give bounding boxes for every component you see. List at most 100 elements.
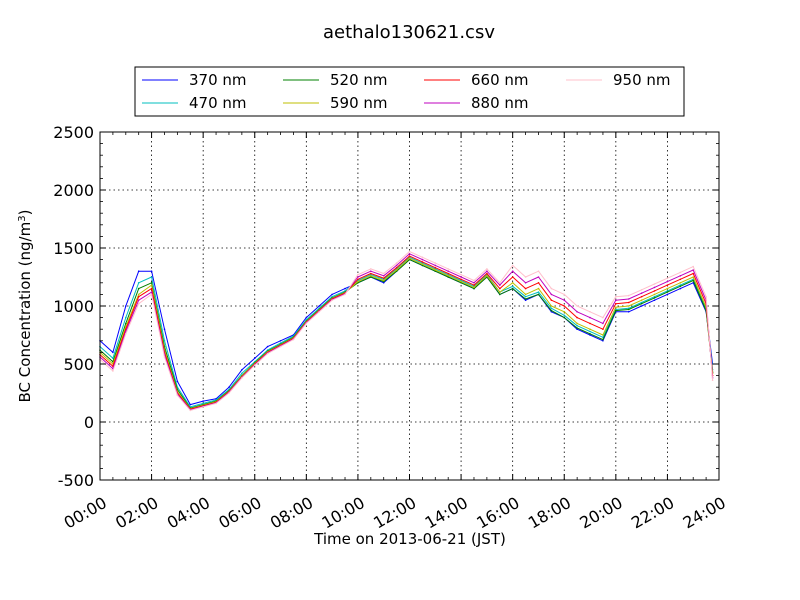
series-point (627, 311, 630, 313)
series-point (150, 287, 153, 290)
legend-label: 470 nm (189, 94, 247, 112)
series-point (615, 295, 617, 298)
y-axis-label-end: ) (16, 210, 34, 216)
series-point (576, 324, 578, 327)
series-point (589, 330, 591, 333)
series-point (473, 284, 475, 286)
series-point (679, 271, 682, 274)
series-point (331, 299, 333, 302)
series-point (189, 403, 192, 406)
series-point (550, 299, 553, 302)
series-point (370, 272, 372, 275)
series-point (408, 253, 411, 255)
series-point (382, 282, 385, 284)
series-point (602, 334, 604, 336)
series-point (344, 293, 346, 296)
series-point (524, 282, 527, 284)
series-point (460, 280, 462, 283)
series-point (254, 357, 256, 360)
legend-label: 880 nm (471, 94, 529, 112)
series-point (524, 293, 527, 296)
series-point (279, 342, 282, 344)
series-point (653, 290, 656, 292)
series-point (511, 285, 514, 288)
series-point (679, 278, 682, 281)
series-point (241, 369, 243, 371)
series-point (421, 261, 424, 263)
series-point (395, 264, 398, 267)
series-point (125, 305, 127, 307)
series-point (537, 287, 540, 290)
series-point (550, 307, 553, 310)
series-point (137, 302, 140, 305)
series-point (499, 291, 501, 293)
series-point (653, 293, 656, 296)
legend-label: 660 nm (471, 71, 529, 89)
series-point (511, 270, 514, 273)
series-point (602, 340, 604, 342)
legend: 370 nm 470 nm 520 nm 590 nm 660 nm 880 nm 950 … (134, 66, 685, 117)
series-point (370, 275, 372, 277)
series-point (576, 316, 578, 319)
y-tick-label: -500 (58, 471, 94, 490)
series-point (499, 287, 501, 290)
series-point (692, 276, 694, 278)
series-point (305, 316, 308, 319)
series-point (150, 293, 153, 296)
series-point (395, 269, 398, 271)
series-point (640, 305, 643, 307)
series-point (666, 291, 669, 293)
series-point (666, 280, 669, 283)
legend-label: 950 nm (613, 71, 671, 89)
series-point (563, 316, 566, 319)
series-point (679, 284, 682, 286)
series-point (150, 284, 153, 286)
series-point (331, 295, 333, 298)
series-point (292, 338, 295, 341)
series-point (382, 279, 385, 282)
series-point (382, 275, 385, 277)
series-point (640, 299, 643, 302)
series-point (241, 377, 243, 379)
series-point (589, 334, 591, 336)
series-point (653, 299, 656, 302)
series-point (563, 299, 566, 302)
series-point (357, 276, 359, 278)
series-point (112, 370, 114, 372)
series-point (550, 305, 553, 307)
series-point (434, 269, 437, 271)
series-point (627, 308, 630, 311)
series-point (382, 272, 385, 275)
series-point (653, 297, 656, 299)
y-axis-label-sup: 3 (17, 215, 28, 221)
y-tick-label: 500 (63, 355, 94, 374)
series-point (615, 306, 617, 309)
series-point (563, 311, 566, 313)
series-point (589, 333, 591, 335)
series-point (421, 258, 424, 261)
series-point (524, 299, 527, 302)
series-point (421, 264, 424, 267)
series-point (537, 276, 540, 278)
series-point (653, 286, 656, 289)
series-point (150, 276, 153, 278)
series-point (666, 284, 669, 286)
chart-title: aethalo130621.csv (323, 22, 495, 43)
series-point (473, 282, 475, 284)
series-point (163, 340, 166, 342)
series-point (137, 282, 140, 284)
series-point (666, 277, 669, 280)
y-tick-labels: -500 0 500 1000 1500 2000 2500 (53, 123, 94, 490)
series-point (524, 287, 527, 290)
series-point (576, 311, 578, 313)
series-point (537, 293, 540, 296)
series-point (137, 293, 140, 296)
series-point (266, 352, 269, 355)
series-point (370, 268, 372, 270)
series-point (344, 287, 346, 290)
series-point (640, 301, 643, 304)
series-point (602, 316, 604, 319)
series-group (99, 250, 714, 412)
series-point (537, 270, 540, 273)
series-point (370, 270, 372, 273)
